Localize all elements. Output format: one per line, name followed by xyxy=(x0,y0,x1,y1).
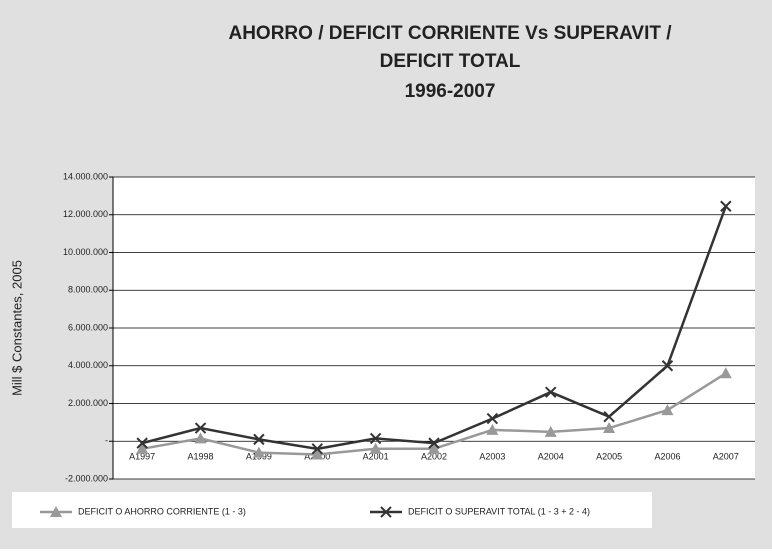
y-tick-label: 10.000.000 xyxy=(63,247,108,257)
legend-label: DEFICIT O AHORRO CORRIENTE (1 - 3) xyxy=(78,506,246,516)
x-tick-label: A2005 xyxy=(596,452,622,462)
marker xyxy=(136,442,149,454)
x-tick-label: A2001 xyxy=(363,452,389,462)
marker xyxy=(253,433,265,446)
y-tick-label: -2.000.000 xyxy=(65,473,108,483)
marker xyxy=(545,386,557,398)
marker xyxy=(369,442,382,454)
marker xyxy=(486,423,499,435)
x-tick-label: A1998 xyxy=(188,452,214,462)
marker xyxy=(380,506,392,518)
marker xyxy=(252,446,265,458)
x-tick-label: A2006 xyxy=(654,452,680,462)
y-tick-label: 2.000.000 xyxy=(68,398,108,408)
marker xyxy=(369,432,382,445)
marker xyxy=(311,443,323,455)
marker xyxy=(603,411,615,423)
y-tick-label: 14.000.000 xyxy=(63,171,108,181)
marker xyxy=(661,404,674,416)
marker xyxy=(544,425,557,437)
marker xyxy=(194,432,207,444)
marker xyxy=(194,422,207,434)
marker xyxy=(428,437,440,449)
y-axis-label: Mill $ Constantes, 2005 xyxy=(9,260,24,396)
x-tick-label: A2004 xyxy=(538,452,564,462)
y-tick-label: 6.000.000 xyxy=(68,322,108,332)
chart-title: 1996-2007 xyxy=(405,81,496,102)
marker xyxy=(719,367,732,379)
y-tick-label: 4.000.000 xyxy=(68,360,108,370)
chart-title: AHORRO / DEFICIT CORRIENTE Vs SUPERAVIT … xyxy=(228,23,672,44)
marker xyxy=(661,360,674,372)
y-tick-label: - xyxy=(105,436,108,446)
marker xyxy=(311,448,324,460)
y-tick-label: 12.000.000 xyxy=(63,209,108,219)
x-tick-label: A2003 xyxy=(479,452,505,462)
marker xyxy=(603,422,616,434)
y-tick-label: 8.000.000 xyxy=(68,285,108,295)
x-tick-label: A1997 xyxy=(129,452,155,462)
x-tick-label: A2007 xyxy=(713,452,739,462)
marker xyxy=(486,412,499,425)
marker xyxy=(136,437,148,449)
legend xyxy=(12,492,652,528)
marker xyxy=(720,200,732,212)
legend-label: DEFICIT O SUPERAVIT TOTAL (1 - 3 + 2 - 4… xyxy=(408,506,590,516)
marker xyxy=(428,442,440,454)
x-tick-label: A2002 xyxy=(421,452,447,462)
chart-title: DEFICIT TOTAL xyxy=(380,51,521,72)
marker xyxy=(50,506,62,517)
